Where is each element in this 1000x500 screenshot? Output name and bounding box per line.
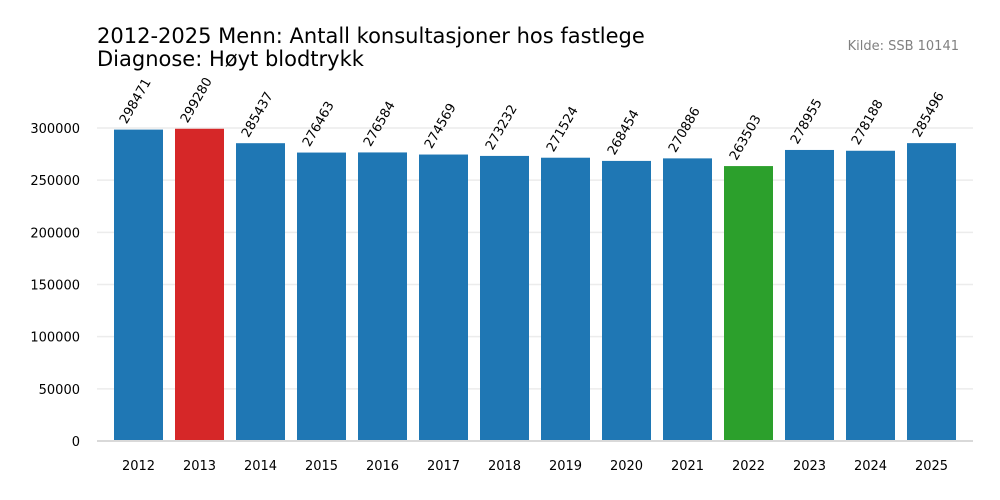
x-tick-label: 2017 xyxy=(427,459,460,474)
chart-title-line-2: Diagnose: Høyt blodtrykk xyxy=(97,47,365,71)
bar xyxy=(785,149,834,441)
bar xyxy=(602,160,651,441)
data-label: 285496 xyxy=(910,90,948,140)
bar xyxy=(175,128,224,441)
bar xyxy=(663,158,712,441)
x-tick-label: 2024 xyxy=(854,459,887,474)
data-label: 278955 xyxy=(788,96,826,146)
y-tick-label: 300000 xyxy=(30,122,80,137)
data-label: 298471 xyxy=(117,76,155,126)
x-tick-label: 2025 xyxy=(915,459,948,474)
x-tick-label: 2018 xyxy=(488,459,521,474)
data-label: 299280 xyxy=(178,75,216,125)
y-tick-label: 250000 xyxy=(30,174,80,189)
x-tick-label: 2020 xyxy=(610,459,643,474)
bar xyxy=(236,143,285,441)
bar xyxy=(541,157,590,441)
x-tick-label: 2016 xyxy=(366,459,399,474)
bar xyxy=(724,166,773,441)
data-label: 263503 xyxy=(727,113,765,163)
data-label: 278188 xyxy=(849,97,887,147)
data-label: 274569 xyxy=(422,101,460,151)
bar xyxy=(114,129,163,441)
data-label: 271524 xyxy=(544,104,582,154)
bar xyxy=(907,143,956,441)
source-note: Kilde: SSB 10141 xyxy=(848,39,959,54)
chart-title-line-1: 2012-2025 Menn: Antall konsultasjoner ho… xyxy=(97,24,645,48)
data-label: 276584 xyxy=(361,99,399,149)
x-tick-label: 2012 xyxy=(122,459,155,474)
y-tick-label: 200000 xyxy=(30,226,80,241)
bar xyxy=(480,155,529,441)
data-label: 268454 xyxy=(605,107,643,157)
bar xyxy=(846,150,895,441)
x-tick-label: 2019 xyxy=(549,459,582,474)
bar xyxy=(419,154,468,441)
x-tick-label: 2022 xyxy=(732,459,765,474)
y-tick-label: 0 xyxy=(72,435,80,450)
y-tick-label: 50000 xyxy=(39,383,80,398)
x-tick-label: 2014 xyxy=(244,459,277,474)
x-tick-label: 2021 xyxy=(671,459,704,474)
bar xyxy=(297,152,346,441)
bars xyxy=(114,128,956,441)
data-label: 270886 xyxy=(666,105,704,155)
x-tick-label: 2015 xyxy=(305,459,338,474)
x-tick-label: 2023 xyxy=(793,459,826,474)
data-label: 285437 xyxy=(239,90,277,140)
x-axis-ticks: 2012 2013 2014 2015 2016 2017 2018 2019 2020 2021… xyxy=(122,459,948,474)
bar xyxy=(358,152,407,441)
y-tick-label: 150000 xyxy=(30,279,80,294)
y-axis-ticks: 0 50000 100000 150000 200000 250000 300000 xyxy=(30,122,80,450)
x-tick-label: 2013 xyxy=(183,459,216,474)
grid-lines xyxy=(97,127,973,390)
y-tick-label: 100000 xyxy=(30,331,80,346)
data-label: 276463 xyxy=(300,99,338,149)
